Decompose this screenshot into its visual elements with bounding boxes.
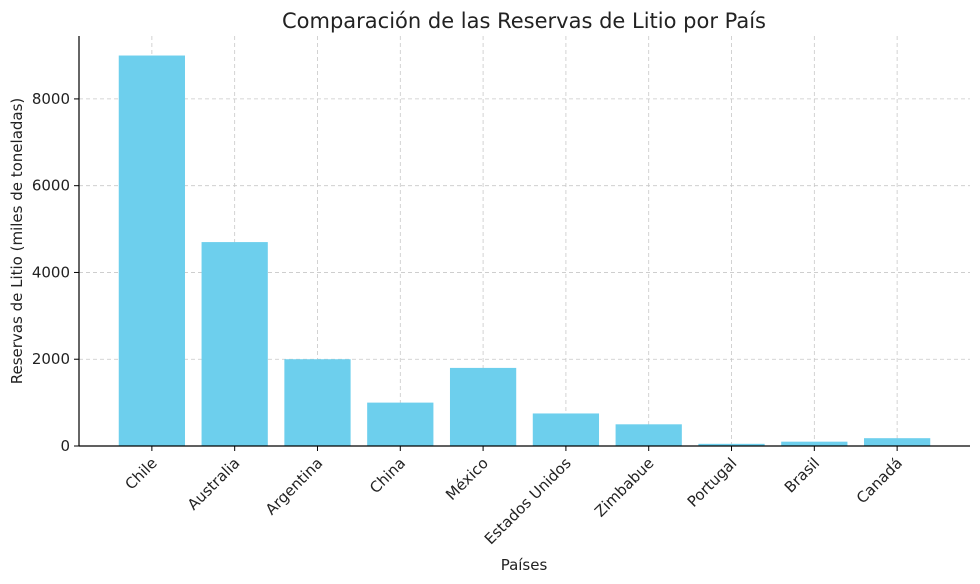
x-tick-label: Brasil [781,454,823,496]
x-tick-label: Estados Unidos [481,454,575,548]
x-tick-label: Canadá [853,454,906,507]
y-tick-label: 0 [60,437,70,455]
x-tick-label: Zimbabue [591,454,657,520]
x-tick-label: Portugal [684,454,741,511]
bar [698,443,765,446]
y-tick-label: 6000 [32,177,70,195]
bar [284,359,351,446]
bar [367,402,434,446]
chart-title: Comparación de las Reservas de Litio por… [282,9,766,33]
x-tick-label: Australia [184,454,244,514]
bar [201,242,268,446]
bar [615,424,682,446]
y-tick-label: 8000 [32,90,70,108]
y-tick-label: 4000 [32,263,70,281]
x-axis-label: Países [501,556,548,574]
bar [118,55,185,447]
bar [532,413,600,446]
bar [864,438,931,446]
x-tick-label: Chile [121,454,160,493]
x-tick-label: México [442,454,492,504]
y-axis-label: Reservas de Litio (miles de toneladas) [8,98,26,385]
bar [781,441,848,446]
bar [449,367,517,446]
y-tick-label: 2000 [32,350,70,368]
x-tick-label: Argentina [262,454,326,518]
x-tick-label: China [366,454,409,497]
